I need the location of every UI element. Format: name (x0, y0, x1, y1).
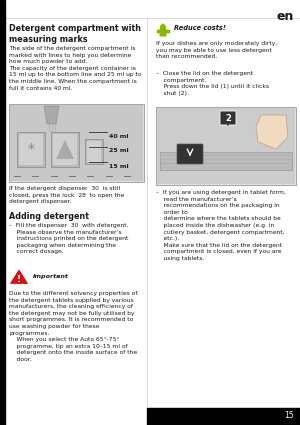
Bar (87, 141, 101, 162)
Bar (85, 139, 103, 164)
Bar (53, 134, 77, 165)
FancyBboxPatch shape (177, 144, 203, 164)
Text: !: ! (17, 275, 21, 284)
Text: Important: Important (33, 274, 69, 279)
Text: –  If you are using detergent in tablet form,
    read the manufacturer’s
    re: – If you are using detergent in tablet f… (156, 190, 286, 261)
Text: *: * (28, 142, 34, 156)
Polygon shape (56, 140, 74, 159)
Bar (160, 152, 292, 170)
Bar (17, 132, 45, 167)
Text: –  Fill the dispenser  30  with detergent.
    Please observe the manufacturer’s: – Fill the dispenser 30 with detergent. … (9, 223, 128, 255)
Text: en: en (277, 10, 294, 23)
FancyBboxPatch shape (160, 28, 167, 37)
Bar (0, 0, 5, 425)
Polygon shape (11, 270, 28, 283)
Bar (51, 132, 79, 167)
Bar (157, 108, 295, 184)
FancyBboxPatch shape (220, 111, 236, 125)
Polygon shape (44, 106, 59, 124)
Text: Due to the different solvency properties of
the detergent tablets supplied by va: Due to the different solvency properties… (9, 291, 137, 362)
Text: If your dishes are only moderately dirty,
you may be able to use less detergent
: If your dishes are only moderately dirty… (156, 41, 277, 59)
Text: Reduce costs!: Reduce costs! (174, 25, 226, 31)
Circle shape (160, 24, 166, 30)
Text: 2: 2 (225, 113, 231, 122)
Text: –  Close the lid on the detergent
    compartment.
    Press down the lid (1) un: – Close the lid on the detergent compart… (156, 71, 269, 96)
Text: Adding detergent: Adding detergent (9, 212, 89, 221)
Text: 15: 15 (284, 411, 294, 420)
Text: If the detergent dispenser  30  is still
closed, press the lock  28  to open the: If the detergent dispenser 30 is still c… (9, 186, 124, 204)
Bar (19, 134, 43, 165)
Bar (10, 105, 143, 181)
Text: 25 ml: 25 ml (109, 148, 129, 153)
Bar (156, 107, 296, 185)
Text: Detergent compartment with
measuring marks: Detergent compartment with measuring mar… (9, 24, 141, 44)
Text: 40 ml: 40 ml (109, 133, 128, 139)
Bar (147, 408, 300, 425)
Text: 15 ml: 15 ml (109, 164, 129, 168)
Polygon shape (256, 115, 288, 149)
Bar (9, 104, 144, 182)
Text: The side of the detergent compartment is
marked with lines to help you determine: The side of the detergent compartment is… (9, 46, 142, 91)
